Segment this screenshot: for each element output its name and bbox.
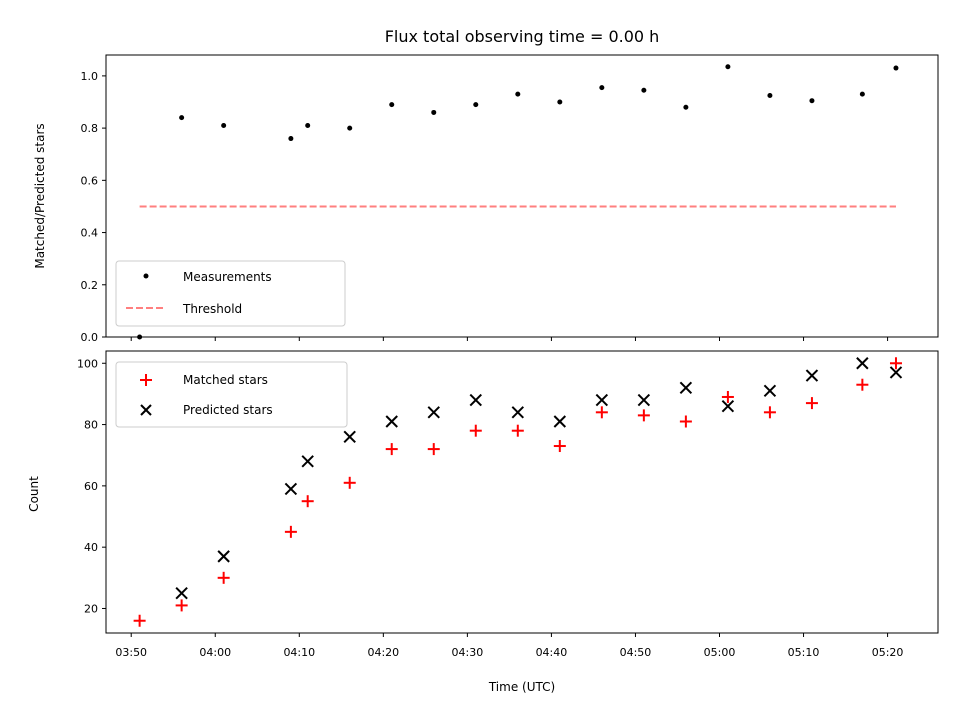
predicted-stars-point [511,406,525,419]
bottom-axes-frame [105,350,939,634]
predicted-stars-point [856,357,869,370]
matched-stars-point [805,397,818,410]
top-measurement-point [347,125,353,131]
matched-stars-point [553,440,566,453]
matched-stars-point [595,406,608,419]
predicted-stars-point [595,393,609,407]
legend-predicted-marker [140,404,152,416]
top-measurement-point [431,109,437,115]
legend-threshold-label: Threshold [182,302,242,316]
top-measurement-point [179,115,185,121]
x-tick-label: 05:20 [872,646,904,659]
top-measurement-point [389,102,395,108]
bottom-y-tick-label: 40 [84,541,98,554]
matched-stars-point [427,443,440,456]
matched-stars-point [721,390,734,403]
bottom-y-axis-label: Count [27,476,41,512]
matched-stars-point [637,409,650,422]
top-measurement-point [859,91,865,97]
predicted-stars-point [721,399,735,413]
bottom-plot-area: 20 40 60 80 100 03:50 04:00 04:10 04:20 04:30 04:4… [77,350,939,659]
top-y-tick-label: 0.4 [81,227,99,240]
top-measurement-point [725,64,731,70]
predicted-stars-point [889,366,903,379]
top-measurement-point [641,87,647,93]
chart-title: Flux total observing time = 0.00 h [385,27,660,46]
predicted-stars-point [763,384,777,398]
top-measurement-point [288,136,294,142]
predicted-stars-point [217,550,230,563]
legend-measurements-label: Measurements [183,270,272,284]
top-measurement-point [809,98,815,104]
predicted-stars-point [343,430,356,444]
top-measurement-point [515,91,521,97]
matched-stars-point [133,614,146,627]
top-plot-area: 0.0 0.2 0.4 0.6 0.8 1.0 [81,54,939,344]
top-y-tick-label: 0.0 [81,331,99,344]
matched-stars-point [301,495,314,508]
top-measurement-point [893,65,899,71]
top-legend-box [115,260,346,327]
top-y-tick-label: 0.8 [81,122,99,135]
matched-stars-point [284,525,297,538]
matched-stars-point [511,424,524,437]
legend-matched-label: Matched stars [183,373,268,387]
x-tick-label: 04:00 [199,646,231,659]
matched-stars-point [469,424,482,437]
bottom-y-tick-label: 20 [84,602,98,615]
top-y-tick-label: 0.6 [81,174,99,187]
predicted-stars-point [553,415,567,428]
bottom-y-tick-label: 60 [84,480,98,493]
x-tick-label: 04:10 [283,646,315,659]
top-axes-frame [105,54,939,338]
predicted-stars-point [469,393,482,407]
x-tick-label: 05:00 [704,646,736,659]
bottom-y-tick-label: 80 [84,419,98,432]
bottom-legend: Matched stars Predicted stars [115,361,348,428]
legend-matched-marker [140,374,152,386]
top-measurement-point [221,123,227,128]
top-y-tick-label: 0.2 [81,279,99,292]
predicted-stars-point [679,381,693,394]
predicted-stars-point [175,586,188,600]
top-legend: Measurements Threshold [115,260,346,327]
matched-stars-point [889,357,902,370]
predicted-stars-point [385,415,398,428]
top-measurement-point [305,123,311,128]
predicted-stars-point [637,393,651,407]
x-tick-label: 04:40 [536,646,568,659]
top-measurement-point [557,99,563,105]
matched-stars-point [175,599,188,612]
top-measurement-point [473,102,479,108]
predicted-stars-point [301,455,314,468]
matched-stars-point [856,378,869,391]
x-tick-label: 04:20 [367,646,399,659]
x-tick-label: 04:30 [452,646,484,659]
x-tick-label: 03:50 [115,646,147,659]
bottom-y-tick-label: 100 [77,357,98,370]
predicted-stars-point [427,406,440,419]
x-tick-label: 04:50 [620,646,652,659]
matched-stars-point [217,571,230,584]
predicted-stars-point [284,482,298,496]
bottom-legend-box [115,361,348,428]
top-y-tick-label: 1.0 [81,70,99,83]
predicted-stars-point [805,369,819,382]
x-axis-label: Time (UTC) [488,680,555,694]
legend-predicted-label: Predicted stars [183,403,273,417]
x-tick-label: 05:10 [788,646,820,659]
top-measurement-point [683,104,689,110]
top-measurement-point [599,85,605,91]
matched-stars-point [343,476,356,489]
top-measurement-point [767,92,773,98]
top-y-axis-label: Matched/Predicted stars [33,123,47,268]
legend-measurements-marker [143,273,149,279]
matched-stars-point [763,406,776,419]
matched-stars-point [385,443,398,456]
matched-stars-point [679,415,692,428]
